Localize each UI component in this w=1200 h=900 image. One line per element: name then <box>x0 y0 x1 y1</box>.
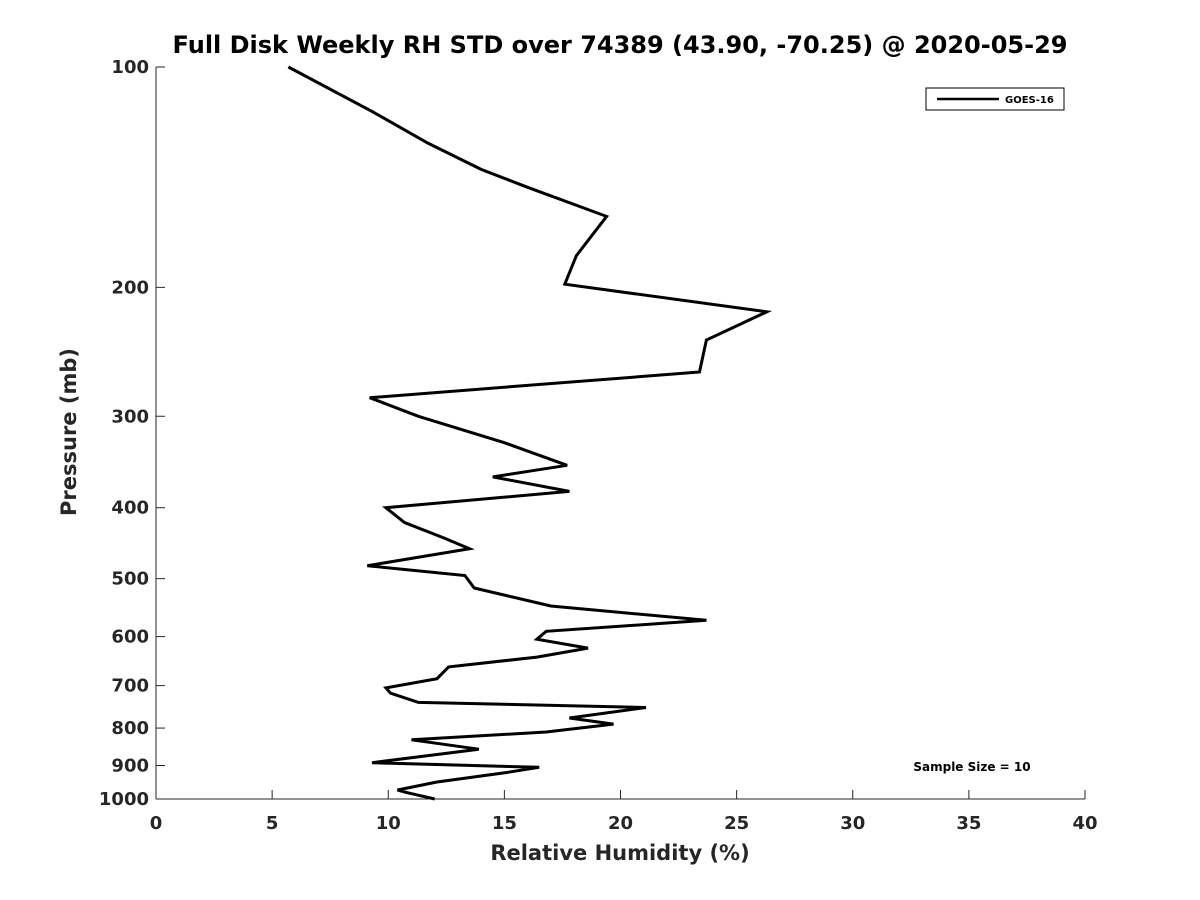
x-tick-label: 30 <box>840 813 865 834</box>
x-tick-label: 20 <box>608 813 633 834</box>
y-tick-label: 500 <box>111 569 149 590</box>
y-axis-label: Pressure (mb) <box>57 348 81 516</box>
legend: GOES-16 <box>925 87 1065 111</box>
y-tick-label: 400 <box>111 498 149 519</box>
y-tick-label: 600 <box>111 627 149 648</box>
x-tick-label: 35 <box>956 813 981 834</box>
series-line-goes-16 <box>287 65 773 801</box>
y-tick-label: 300 <box>111 406 149 427</box>
x-axis-label: Relative Humidity (%) <box>490 841 749 865</box>
sample-size-annotation: Sample Size = 10 <box>913 760 1030 774</box>
axes: 0 5 10 15 20 25 30 35 40 100 200 300 400 500 600 700 800… <box>99 57 1098 834</box>
x-tick-label: 10 <box>376 813 401 834</box>
plot-area <box>287 65 773 801</box>
chart-title: Full Disk Weekly RH STD over 74389 (43.9… <box>173 31 1068 59</box>
x-tick-label: 0 <box>150 813 163 834</box>
legend-label-goes-16: GOES-16 <box>1005 95 1054 106</box>
y-tick-label: 800 <box>111 718 149 739</box>
x-tick-label: 25 <box>724 813 749 834</box>
y-tick-label: 700 <box>111 676 149 697</box>
x-tick-label: 40 <box>1072 813 1097 834</box>
x-tick-label: 5 <box>266 813 279 834</box>
x-tick-label: 15 <box>492 813 517 834</box>
y-tick-label: 1000 <box>99 789 149 810</box>
y-tick-label: 100 <box>111 57 149 78</box>
y-tick-label: 900 <box>111 756 149 777</box>
y-tick-label: 200 <box>111 277 149 298</box>
